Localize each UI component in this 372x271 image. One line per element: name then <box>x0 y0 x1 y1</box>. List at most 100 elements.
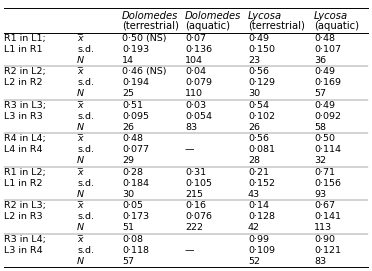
Text: 0·081: 0·081 <box>248 145 275 154</box>
Text: 42: 42 <box>248 223 260 233</box>
Text: N: N <box>77 89 84 98</box>
Text: L3 in R3: L3 in R3 <box>4 112 43 121</box>
Text: Dolomedes: Dolomedes <box>122 11 179 21</box>
Text: R3 in L4;: R3 in L4; <box>4 235 46 244</box>
Text: R4 in L4;: R4 in L4; <box>4 134 46 143</box>
Text: 83: 83 <box>314 257 326 266</box>
Text: R3 in L3;: R3 in L3; <box>4 101 46 110</box>
Text: 0·141: 0·141 <box>314 212 341 221</box>
Text: N: N <box>77 190 84 199</box>
Text: R2 in L2;: R2 in L2; <box>4 67 46 76</box>
Text: 0·71: 0·71 <box>314 167 335 177</box>
Text: 0·49: 0·49 <box>248 34 269 43</box>
Text: 0·128: 0·128 <box>248 212 275 221</box>
Text: 57: 57 <box>122 257 134 266</box>
Text: 0·31: 0·31 <box>185 167 206 177</box>
Text: 0·50 (NS): 0·50 (NS) <box>122 34 167 43</box>
Text: 0·21: 0·21 <box>248 167 269 177</box>
Text: 0·092: 0·092 <box>314 112 341 121</box>
Text: 25: 25 <box>122 89 134 98</box>
Text: s.d.: s.d. <box>77 145 94 154</box>
Text: 215: 215 <box>185 190 203 199</box>
Text: N: N <box>77 257 84 266</box>
Text: L2 in R3: L2 in R3 <box>4 212 43 221</box>
Text: 0·99: 0·99 <box>248 235 269 244</box>
Text: 0·109: 0·109 <box>248 246 275 255</box>
Text: R1 in L2;: R1 in L2; <box>4 167 46 177</box>
Text: Lycosa: Lycosa <box>248 11 282 21</box>
Text: 0·114: 0·114 <box>314 145 341 154</box>
Text: 0·169: 0·169 <box>314 78 341 87</box>
Text: 0·56: 0·56 <box>248 67 269 76</box>
Text: 0·16: 0·16 <box>185 201 206 210</box>
Text: 0·129: 0·129 <box>248 78 275 87</box>
Text: 0·67: 0·67 <box>314 201 335 210</box>
Text: L4 in R4: L4 in R4 <box>4 145 42 154</box>
Text: 0·07: 0·07 <box>185 34 206 43</box>
Text: 83: 83 <box>185 123 197 132</box>
Text: 0·150: 0·150 <box>248 45 275 54</box>
Text: 28: 28 <box>248 156 260 165</box>
Text: N: N <box>77 56 84 65</box>
Text: 0·118: 0·118 <box>122 246 149 255</box>
Text: —: — <box>185 246 195 255</box>
Text: R2 in L3;: R2 in L3; <box>4 201 46 210</box>
Text: 36: 36 <box>314 56 326 65</box>
Text: 43: 43 <box>248 190 260 199</box>
Text: L1 in R2: L1 in R2 <box>4 179 42 188</box>
Text: s.d.: s.d. <box>77 78 94 87</box>
Text: 0·08: 0·08 <box>122 235 143 244</box>
Text: 0·03: 0·03 <box>185 101 206 110</box>
Text: 0·054: 0·054 <box>185 112 212 121</box>
Text: 113: 113 <box>314 223 332 233</box>
Text: 23: 23 <box>248 56 260 65</box>
Text: 0·184: 0·184 <box>122 179 149 188</box>
Text: 222: 222 <box>185 223 203 233</box>
Text: 57: 57 <box>314 89 326 98</box>
Text: 58: 58 <box>314 123 326 132</box>
Text: 0·49: 0·49 <box>314 101 335 110</box>
Text: 14: 14 <box>122 56 134 65</box>
Text: L1 in R1: L1 in R1 <box>4 45 42 54</box>
Text: x̅: x̅ <box>77 235 83 244</box>
Text: N: N <box>77 123 84 132</box>
Text: 0·121: 0·121 <box>314 246 341 255</box>
Text: 0·136: 0·136 <box>185 45 212 54</box>
Text: (terrestrial): (terrestrial) <box>122 21 179 31</box>
Text: x̅: x̅ <box>77 67 83 76</box>
Text: 0·194: 0·194 <box>122 78 149 87</box>
Text: R1 in L1;: R1 in L1; <box>4 34 46 43</box>
Text: x̅: x̅ <box>77 34 83 43</box>
Text: s.d.: s.d. <box>77 112 94 121</box>
Text: 29: 29 <box>122 156 134 165</box>
Text: 0·156: 0·156 <box>314 179 341 188</box>
Text: 30: 30 <box>122 190 134 199</box>
Text: 0·90: 0·90 <box>314 235 335 244</box>
Text: 0·05: 0·05 <box>122 201 143 210</box>
Text: 0·107: 0·107 <box>314 45 341 54</box>
Text: s.d.: s.d. <box>77 246 94 255</box>
Text: x̅: x̅ <box>77 201 83 210</box>
Text: 0·54: 0·54 <box>248 101 269 110</box>
Text: 0·48: 0·48 <box>122 134 143 143</box>
Text: 93: 93 <box>314 190 326 199</box>
Text: —: — <box>185 145 195 154</box>
Text: 30: 30 <box>248 89 260 98</box>
Text: 0·193: 0·193 <box>122 45 149 54</box>
Text: 26: 26 <box>122 123 134 132</box>
Text: 0·50: 0·50 <box>314 134 335 143</box>
Text: 0·077: 0·077 <box>122 145 149 154</box>
Text: 0·102: 0·102 <box>248 112 275 121</box>
Text: 0·173: 0·173 <box>122 212 149 221</box>
Text: 0·076: 0·076 <box>185 212 212 221</box>
Text: N: N <box>77 223 84 233</box>
Text: 0·49: 0·49 <box>314 67 335 76</box>
Text: 0·105: 0·105 <box>185 179 212 188</box>
Text: 26: 26 <box>248 123 260 132</box>
Text: 0·48: 0·48 <box>314 34 335 43</box>
Text: 0·14: 0·14 <box>248 201 269 210</box>
Text: 0·28: 0·28 <box>122 167 143 177</box>
Text: 0·51: 0·51 <box>122 101 143 110</box>
Text: 0·46 (NS): 0·46 (NS) <box>122 67 167 76</box>
Text: (terrestrial): (terrestrial) <box>248 21 305 31</box>
